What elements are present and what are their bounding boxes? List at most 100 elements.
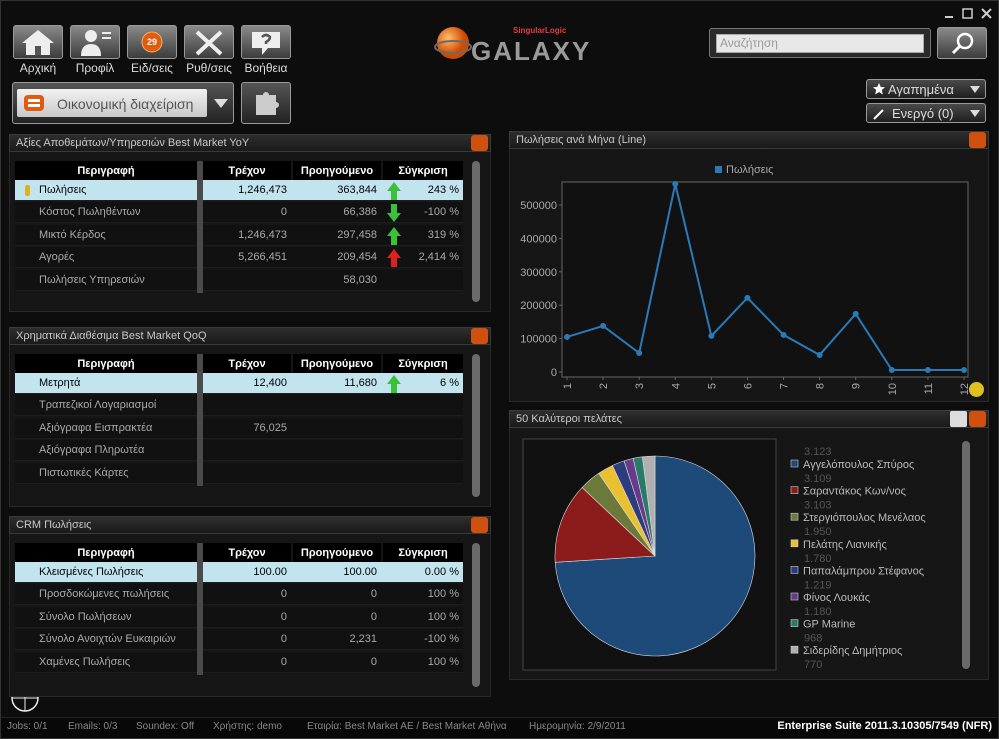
column-divider — [197, 417, 203, 440]
table-cell: 0.00 % — [424, 566, 459, 578]
export-button[interactable] — [950, 411, 967, 427]
table-row — [15, 562, 463, 583]
table-cell: 5,266,451 — [238, 251, 287, 264]
column-header: Τρέχον — [203, 543, 291, 564]
column-header: Σύγκριση — [383, 354, 463, 375]
toolbar-button[interactable] — [184, 25, 234, 59]
panel-title: CRM Πωλήσεις — [9, 516, 491, 534]
toolbar-button[interactable]: 29 — [127, 25, 177, 59]
arrow-shape — [387, 182, 401, 200]
column-divider — [197, 462, 203, 485]
table-row — [15, 440, 463, 462]
badge-circle — [141, 31, 163, 53]
arrow-shape — [387, 249, 401, 268]
window-controls[interactable] — [941, 5, 997, 21]
table-cell: 58,030 — [343, 273, 377, 286]
column-header: Περιγραφή — [15, 354, 197, 375]
favorites-label: Αγαπημένα — [888, 82, 954, 97]
status-item: Ημερομηνία: 2/9/2011 — [529, 721, 626, 732]
row-label: Σύνολο Πωλήσεων — [39, 610, 132, 623]
panel — [509, 131, 989, 402]
scrollbar[interactable] — [472, 161, 480, 302]
row-label: Σύνολο Ανοιχτών Ευκαιριών — [39, 633, 176, 646]
arrow-shape — [387, 375, 401, 393]
search-placeholder: Αναζήτηση — [720, 36, 778, 50]
scrollbar[interactable] — [472, 354, 480, 497]
column-header: Περιγραφή — [15, 543, 197, 564]
toolbar-label: Βοήθεια — [244, 61, 288, 75]
table-cell: 76,025 — [253, 421, 287, 434]
row-label: Τραπεζικοί Λογαριασμοί — [39, 399, 157, 412]
status-item: Soundex: Off — [136, 721, 195, 732]
toolbar-button[interactable] — [241, 25, 291, 59]
table-row — [15, 373, 463, 394]
table-row — [15, 584, 463, 606]
trend-arrow — [387, 204, 401, 223]
refresh-button[interactable] — [471, 328, 488, 344]
refresh-button[interactable] — [969, 411, 986, 427]
table-row — [15, 180, 463, 201]
logo-name: GALAXY — [471, 36, 592, 66]
icon-shape — [102, 37, 111, 39]
column-header: Τρέχον — [203, 354, 291, 375]
search-input[interactable] — [716, 34, 924, 53]
toolbar-button[interactable] — [70, 25, 120, 59]
column-divider — [197, 629, 203, 652]
toolbar-icon — [22, 30, 54, 55]
row-label: Πωλήσεις Υπηρεσιών — [39, 273, 145, 286]
panel-title: Πωλήσεις ανά Μήνα (Line) — [509, 131, 989, 149]
search-box[interactable]: Αναζήτηση — [709, 28, 931, 58]
dropdown-arrow — [970, 86, 980, 93]
logo-mark — [434, 27, 472, 59]
table-cell: 209,454 — [337, 251, 377, 264]
table-cell: 100 % — [427, 655, 459, 668]
favorites-button[interactable]: Αγαπημένα — [866, 79, 986, 99]
refresh-button[interactable] — [969, 132, 986, 148]
row-label: Κόστος Πωληθέντων — [39, 206, 141, 219]
trend-arrow — [387, 375, 401, 393]
info-icon[interactable] — [969, 382, 984, 397]
logo-brand: SingularLogic — [513, 26, 567, 35]
icon-shape — [35, 46, 41, 55]
row-label: Πωλήσεις — [39, 184, 87, 196]
dropdown-arrow — [970, 110, 980, 117]
row-label: Αξιόγραφα Πληρωτέα — [39, 444, 145, 457]
table-cell: 1,246,473 — [238, 184, 287, 196]
row-label: Αξιόγραφα Εισπρακτέα — [39, 421, 153, 434]
status-bar — [1, 717, 998, 738]
table-cell: 2,414 % — [418, 251, 459, 264]
table-row — [15, 462, 463, 484]
refresh-button[interactable] — [471, 517, 488, 533]
toolbar-icon — [195, 30, 223, 56]
toolbar-button[interactable] — [13, 25, 63, 59]
table-cell: 66,386 — [343, 206, 377, 219]
table-cell: 243 % — [427, 184, 459, 196]
row-label: Χαμένες Πωλήσεις — [39, 655, 131, 668]
version-label: Enterprise Suite 2011.3.10305/7549 (NFR) — [777, 720, 992, 732]
table-cell: 2,231 — [349, 633, 377, 646]
toolbar-icon: 29 — [141, 31, 163, 53]
module-icon — [24, 95, 44, 111]
table-cell: 100 % — [427, 610, 459, 623]
table-cell: 6 % — [440, 377, 459, 389]
column-divider — [197, 606, 203, 629]
column-divider — [197, 247, 203, 270]
table-row — [15, 606, 463, 628]
column-divider — [197, 584, 203, 607]
toolbar-label: Ειδ/σεις — [131, 61, 173, 75]
trend-arrow — [387, 249, 401, 268]
module-selector[interactable]: Οικονομική διαχείριση — [12, 82, 234, 124]
status-item: Emails: 0/3 — [68, 721, 118, 732]
table-cell: 319 % — [427, 228, 459, 241]
search-button[interactable] — [937, 27, 987, 59]
icon-shape — [22, 30, 54, 55]
toolbar-label: Αρχική — [19, 61, 57, 75]
table-cell: 0 — [280, 610, 287, 623]
star-icon — [873, 83, 885, 95]
refresh-button[interactable] — [471, 135, 488, 151]
active-button[interactable]: Ενεργό (0) — [866, 103, 986, 123]
table-cell: 0 — [280, 206, 287, 219]
toolbar-icon — [252, 32, 280, 55]
scrollbar[interactable] — [472, 543, 480, 687]
plugin-button[interactable] — [241, 82, 291, 124]
